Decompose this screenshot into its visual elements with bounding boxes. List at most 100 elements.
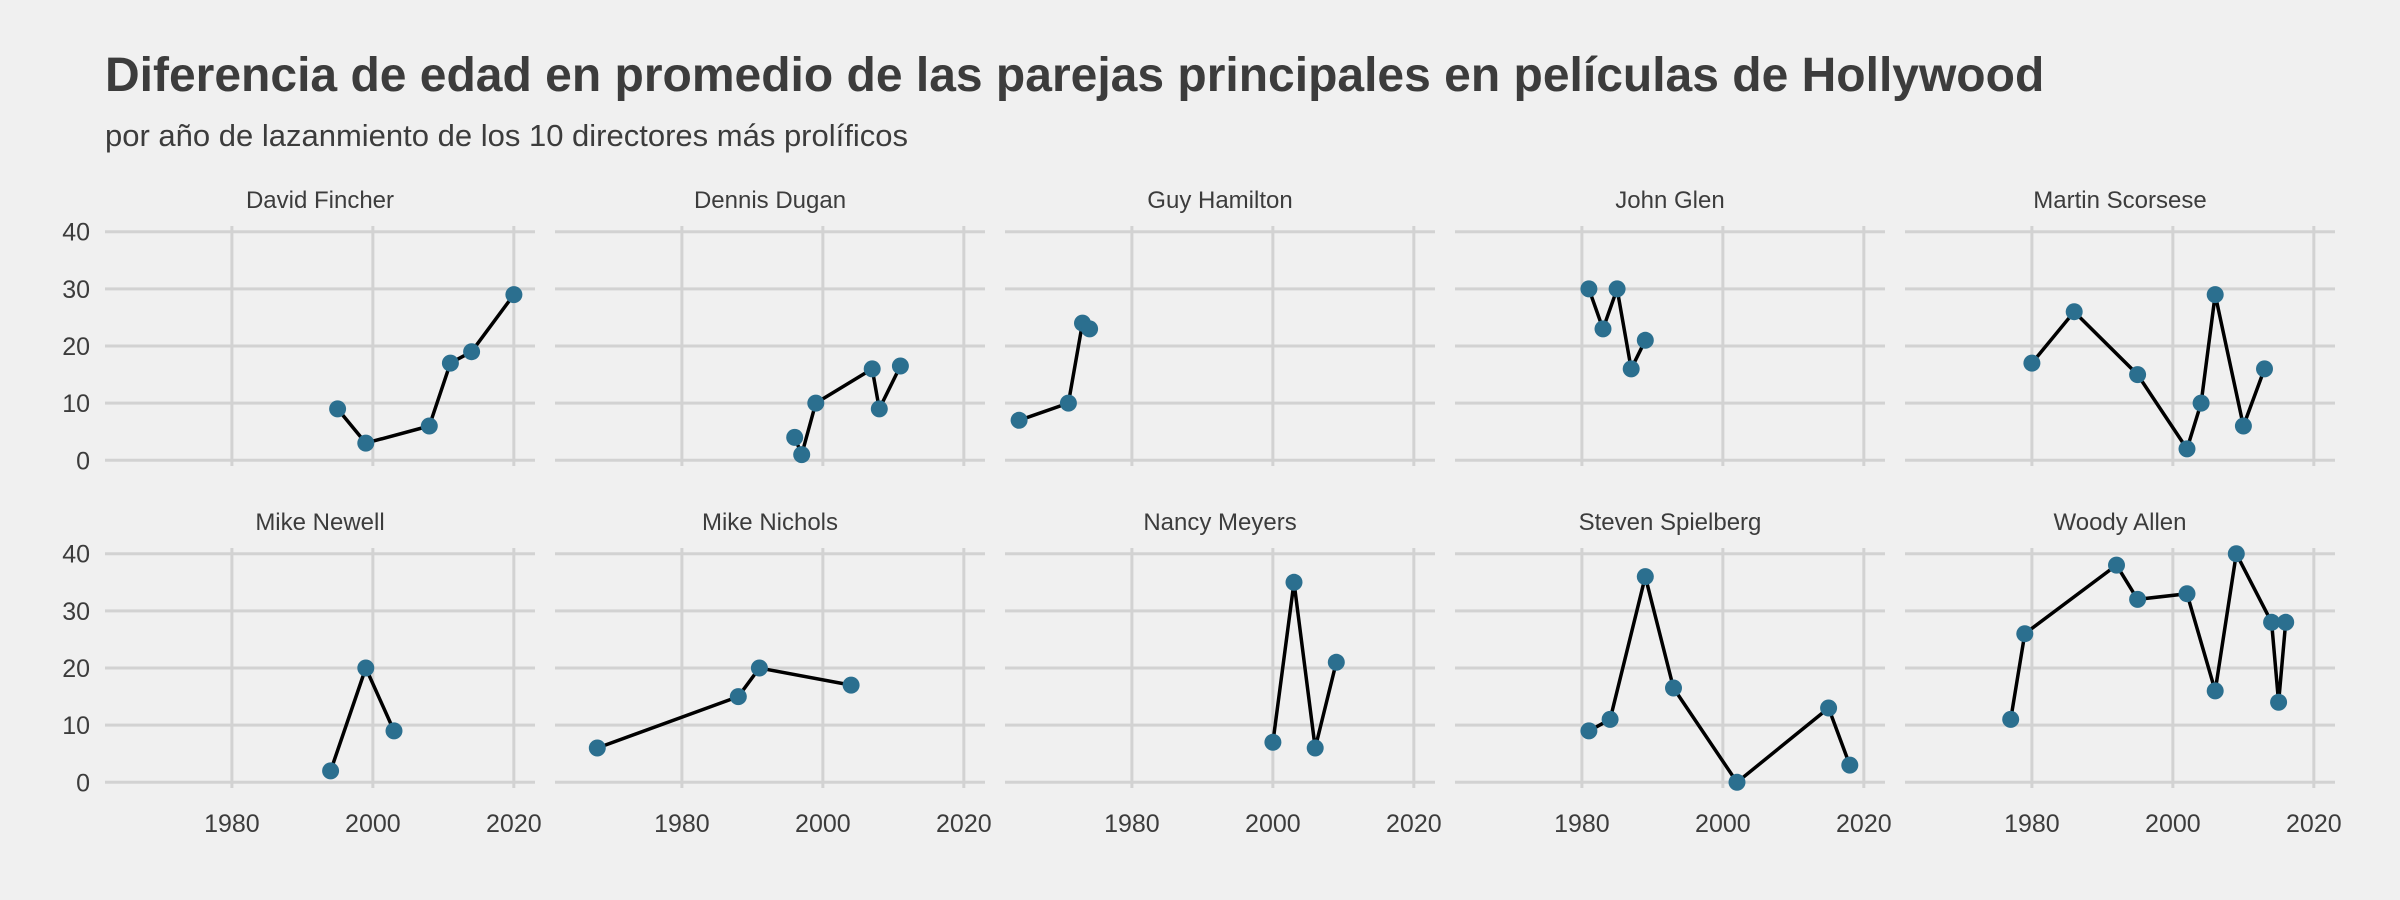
data-point bbox=[505, 286, 523, 304]
data-point bbox=[1580, 280, 1598, 298]
data-point bbox=[2277, 613, 2295, 631]
x-tick-label: 1980 bbox=[654, 810, 710, 838]
data-point bbox=[863, 360, 881, 378]
data-point bbox=[1580, 722, 1598, 740]
data-point bbox=[1601, 710, 1619, 728]
data-point bbox=[2206, 682, 2224, 700]
data-point bbox=[2192, 394, 2210, 412]
y-tick-label: 40 bbox=[62, 219, 90, 247]
data-point bbox=[1306, 739, 1324, 757]
x-tick-label: 2000 bbox=[1245, 810, 1301, 838]
data-point bbox=[588, 739, 606, 757]
y-tick-label: 20 bbox=[62, 655, 90, 683]
x-tick-label: 1980 bbox=[204, 810, 260, 838]
data-point bbox=[1665, 679, 1682, 697]
data-point bbox=[357, 659, 375, 677]
data-point bbox=[357, 434, 375, 452]
data-point bbox=[463, 343, 481, 361]
data-point bbox=[2234, 417, 2252, 435]
series-line bbox=[328, 666, 396, 772]
data-point bbox=[1636, 568, 1654, 586]
series-line bbox=[1271, 580, 1338, 750]
data-point bbox=[2129, 366, 2147, 384]
data-point bbox=[729, 688, 747, 706]
data-point bbox=[1010, 411, 1028, 429]
data-point bbox=[322, 762, 340, 780]
facet-label: Martin Scorsese bbox=[2033, 187, 2206, 214]
data-point bbox=[2263, 613, 2281, 631]
data-point bbox=[750, 659, 768, 677]
data-point bbox=[1327, 653, 1345, 671]
y-tick-label: 0 bbox=[76, 447, 90, 475]
data-point bbox=[2016, 625, 2034, 643]
data-point bbox=[1728, 773, 1746, 791]
series-line bbox=[2008, 551, 2288, 720]
series-line bbox=[596, 666, 852, 750]
facet-label: Dennis Dugan bbox=[694, 187, 846, 214]
data-point bbox=[2129, 590, 2147, 608]
y-tick-label: 30 bbox=[62, 598, 90, 626]
data-point bbox=[2206, 286, 2224, 304]
y-tick-label: 20 bbox=[62, 333, 90, 361]
x-tick-label: 2020 bbox=[486, 810, 542, 838]
x-tick-label: 1980 bbox=[1554, 810, 1610, 838]
x-tick-label: 2000 bbox=[1695, 810, 1751, 838]
series-line bbox=[1588, 574, 1852, 785]
facet-label: Guy Hamilton bbox=[1147, 187, 1292, 214]
data-point bbox=[441, 354, 459, 372]
data-point bbox=[420, 417, 438, 435]
y-tick-label: 40 bbox=[62, 541, 90, 569]
data-point bbox=[1608, 280, 1626, 298]
x-tick-label: 2020 bbox=[1386, 810, 1442, 838]
data-point bbox=[385, 722, 403, 740]
chart-subtitle: por año de lazanmiento de los 10 directo… bbox=[105, 118, 908, 153]
data-point bbox=[2227, 545, 2245, 563]
facet-label: Woody Allen bbox=[2054, 509, 2187, 536]
data-point bbox=[2065, 303, 2083, 321]
series-line bbox=[2030, 292, 2267, 451]
data-point bbox=[1636, 331, 1654, 349]
data-point bbox=[891, 357, 909, 375]
data-point bbox=[2108, 556, 2125, 574]
data-point bbox=[2023, 354, 2041, 372]
x-tick-label: 2020 bbox=[936, 810, 992, 838]
data-point bbox=[1820, 699, 1838, 717]
data-point bbox=[842, 676, 860, 694]
y-tick-label: 30 bbox=[62, 276, 90, 304]
x-tick-label: 2000 bbox=[2145, 810, 2201, 838]
data-point bbox=[1622, 360, 1640, 378]
x-tick-label: 2000 bbox=[345, 810, 401, 838]
data-point bbox=[1264, 733, 1282, 751]
facet-label: Nancy Meyers bbox=[1143, 509, 1296, 536]
data-point bbox=[2178, 585, 2196, 603]
data-point bbox=[1081, 320, 1099, 338]
data-point bbox=[2002, 710, 2020, 728]
data-point bbox=[2256, 360, 2273, 378]
data-point bbox=[1285, 573, 1303, 591]
data-point bbox=[1594, 320, 1612, 338]
facet-label: Mike Nichols bbox=[702, 509, 838, 536]
x-tick-label: 2000 bbox=[795, 810, 851, 838]
y-tick-label: 0 bbox=[76, 769, 90, 797]
chart-title: Diferencia de edad en promedio de las pa… bbox=[105, 49, 2045, 102]
data-point bbox=[1059, 394, 1077, 412]
data-point bbox=[1841, 756, 1859, 774]
data-point bbox=[2270, 693, 2288, 711]
data-point bbox=[2178, 440, 2196, 458]
x-tick-label: 1980 bbox=[2004, 810, 2060, 838]
y-tick-label: 10 bbox=[62, 712, 90, 740]
y-tick-label: 10 bbox=[62, 390, 90, 418]
data-point bbox=[870, 400, 888, 418]
facet-label: David Fincher bbox=[246, 187, 394, 214]
data-point bbox=[793, 446, 811, 464]
facet-label: John Glen bbox=[1615, 187, 1724, 214]
data-point bbox=[807, 394, 825, 412]
data-point bbox=[329, 400, 347, 418]
x-tick-label: 2020 bbox=[1836, 810, 1892, 838]
data-point bbox=[786, 428, 804, 446]
x-tick-label: 2020 bbox=[2286, 810, 2342, 838]
x-tick-label: 1980 bbox=[1104, 810, 1160, 838]
series-line bbox=[1018, 321, 1091, 422]
facet-label: Steven Spielberg bbox=[1579, 509, 1762, 536]
